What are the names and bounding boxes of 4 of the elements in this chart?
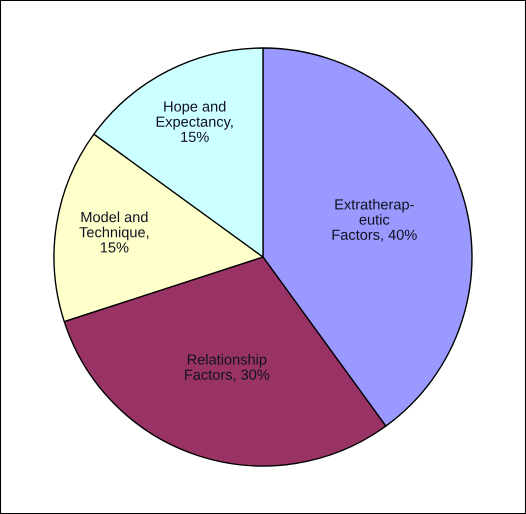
slice-label: Hope and Expectancy, 15% [156,100,233,142]
slice-label: Extratherap- eutic Factors, 40% [332,198,417,242]
slice-label: Relationship Factors, 30% [185,354,270,382]
slice-label: Model and Technique, 15% [79,211,148,253]
